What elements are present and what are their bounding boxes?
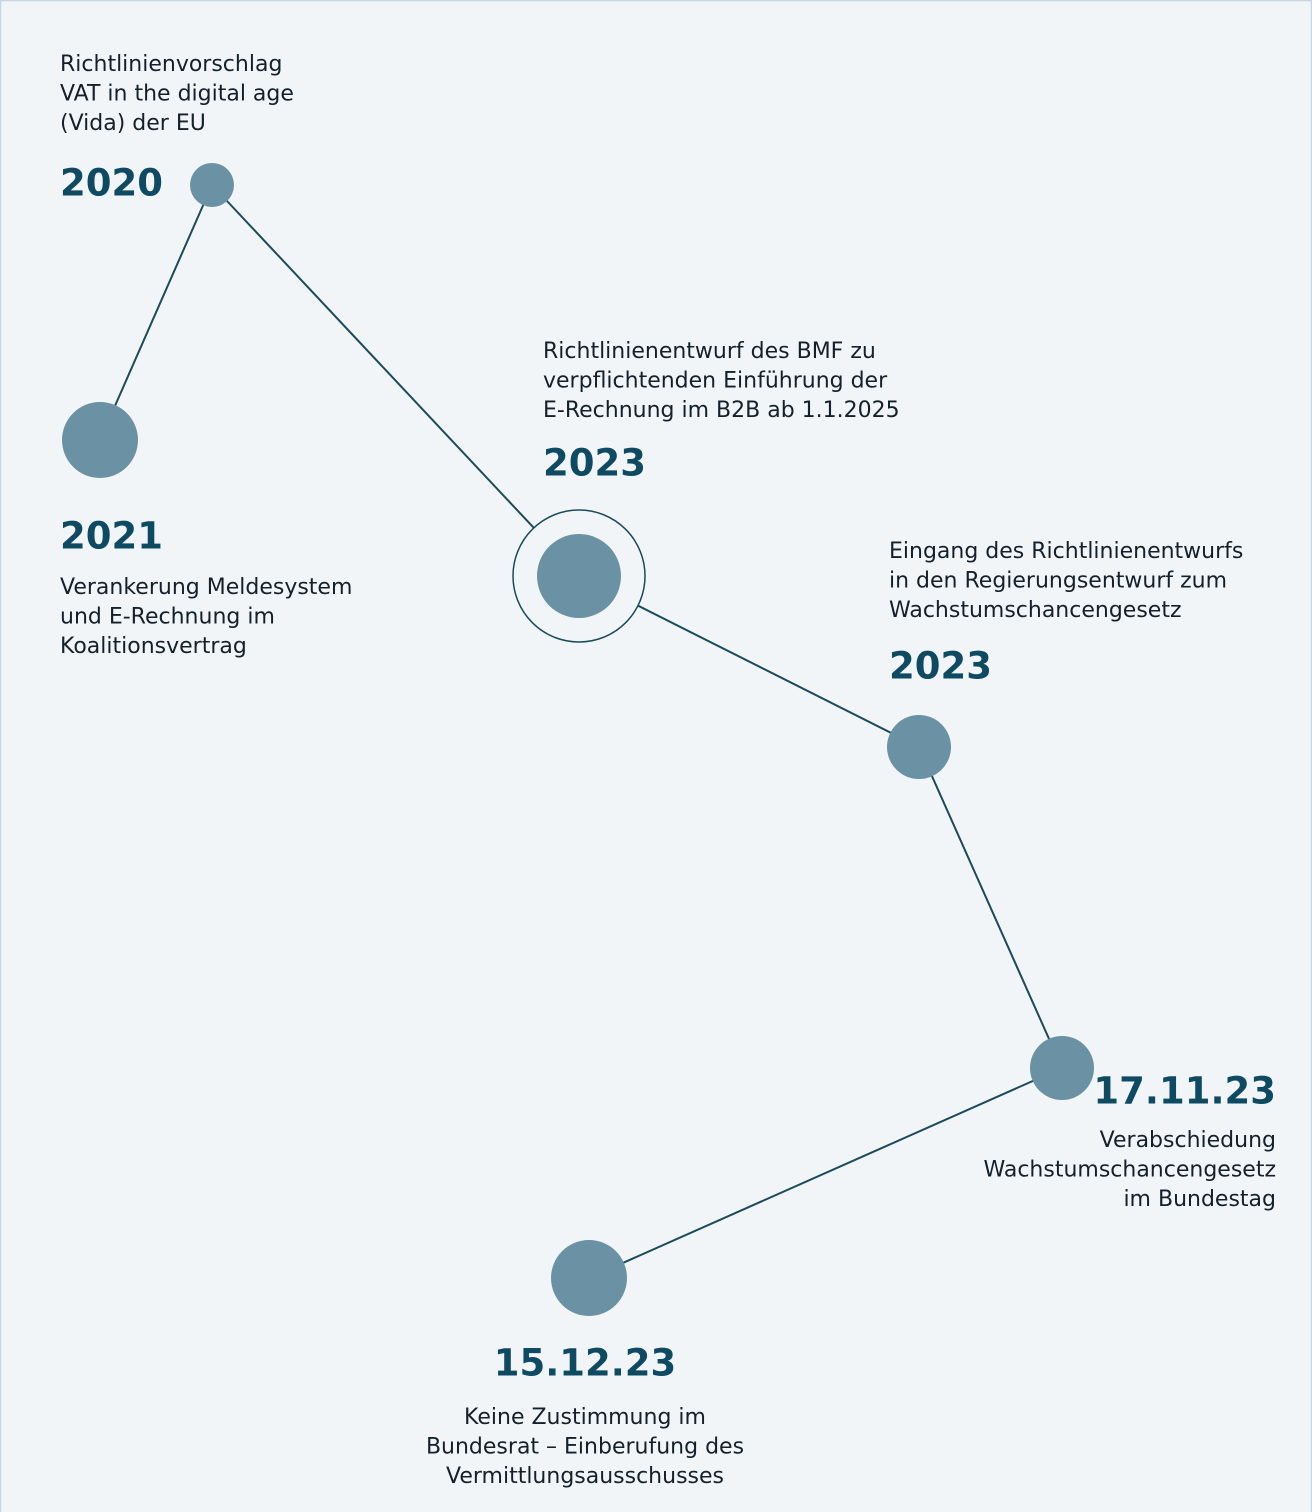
node-date: 2023	[889, 645, 992, 688]
node-date: 2023	[543, 442, 646, 485]
connector	[211, 184, 580, 577]
node-dot	[537, 534, 621, 618]
node-description: Verankerung Meldesystem	[60, 575, 352, 600]
node-description: Richtlinienvorschlag	[60, 52, 282, 77]
node-date: 2020	[60, 162, 163, 205]
node-description: Wachstumschancengesetz	[984, 1158, 1277, 1183]
node-description: Eingang des Richtlinienentwurfs	[889, 539, 1243, 564]
node-description: verpflichtenden Einführung der	[543, 369, 888, 394]
node-description: Wachstumschancengesetz	[889, 598, 1182, 623]
connector	[588, 1067, 1063, 1279]
node-description: Bundesrat – Einberufung des	[426, 1435, 744, 1460]
node-description: Koalitionsvertrag	[60, 634, 247, 659]
node-date: 17.11.23	[1093, 1070, 1276, 1113]
node-dot	[887, 715, 951, 779]
connector	[918, 746, 1063, 1069]
labels: 2020 Richtlinienvorschlag VAT in the digit…	[60, 52, 1276, 1489]
node-description: Verabschiedung	[1100, 1128, 1276, 1153]
node-dot	[1030, 1036, 1094, 1100]
node-dot	[62, 402, 138, 478]
connector	[99, 184, 213, 441]
node-description: VAT in the digital age	[60, 82, 294, 107]
node-description: in den Regierungsentwurf zum	[889, 569, 1227, 594]
node-description: im Bundestag	[1123, 1187, 1276, 1212]
node-description: Vermittlungsausschusses	[446, 1464, 724, 1489]
node-description: Keine Zustimmung im	[464, 1405, 706, 1430]
node-date: 15.12.23	[494, 1342, 677, 1385]
node-dot	[551, 1240, 627, 1316]
node-description: (Vida) der EU	[60, 111, 206, 136]
node-description: E-Rechnung im B2B ab 1.1.2025	[543, 398, 900, 423]
node-description: und E-Rechnung im	[60, 605, 275, 630]
node-date: 2021	[60, 515, 163, 558]
node-dot	[190, 163, 234, 207]
node-description: Richtlinienentwurf des BMF zu	[543, 339, 876, 364]
